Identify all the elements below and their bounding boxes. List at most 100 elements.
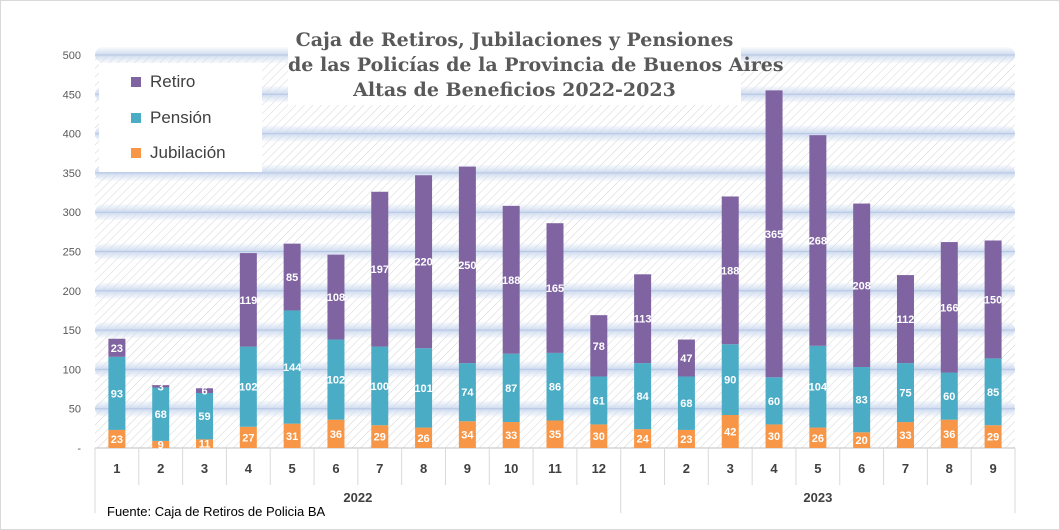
group-label: 2022 (343, 490, 372, 505)
legend-item-pension: Pensión (131, 108, 211, 128)
data-label: 112 (897, 314, 915, 326)
data-label: 68 (155, 409, 167, 421)
data-label: 31 (286, 431, 298, 443)
bar-segment-retiro (502, 205, 520, 354)
bar-segment-pensin (196, 392, 214, 440)
bar-segment-retiro (677, 339, 695, 377)
bar-segment-retiro (239, 253, 257, 347)
data-label: 268 (809, 235, 827, 247)
bar-segment-jubilacin (327, 419, 345, 448)
legend-label-retiro: Retiro (150, 72, 196, 91)
data-label: 23 (680, 434, 692, 446)
data-label: 27 (242, 432, 254, 444)
bar-segment-retiro (984, 240, 1002, 359)
data-label: 60 (943, 391, 955, 403)
x-tick-label: 6 (332, 461, 339, 476)
data-label: 24 (636, 434, 649, 446)
bar-segment-pensin (371, 346, 389, 426)
bar-segment-pensin (152, 387, 170, 441)
bar-segment-pensin (634, 363, 652, 430)
x-tick-label: 7 (376, 461, 383, 476)
bar-segment-jubilacin (590, 424, 608, 448)
y-tick-label: 150 (63, 325, 81, 337)
data-label: 90 (724, 375, 736, 387)
x-tick-label: 3 (727, 461, 734, 476)
data-label: 150 (984, 294, 1002, 306)
y-tick-label: 200 (63, 286, 81, 298)
data-label: 365 (765, 229, 783, 241)
data-label: 113 (634, 314, 652, 326)
chart-title: Caja de Retiros, Jubilaciones y Pensione… (288, 26, 784, 105)
bar-segment-jubilacin (152, 440, 170, 448)
x-tick-label: 7 (902, 461, 909, 476)
bar-segment-jubilacin (502, 422, 520, 448)
y-tick-label: 350 (63, 168, 81, 180)
y-tick-label: 50 (69, 404, 81, 416)
legend-item-retiro: Retiro (131, 72, 195, 92)
data-label: 9 (158, 439, 164, 451)
data-label: 83 (856, 395, 868, 407)
bar-segment-jubilacin (984, 425, 1002, 448)
data-label: 36 (943, 429, 955, 441)
bar-segment-retiro (196, 388, 214, 393)
y-tick-label: 500 (63, 50, 81, 62)
data-label: 33 (505, 430, 517, 442)
x-tick-label: 4 (245, 461, 253, 476)
chart-title-line-1: Caja de Retiros, Jubilaciones y Pensione… (295, 29, 734, 51)
bar-segment-pensin (896, 363, 914, 423)
x-tick-label: 5 (289, 461, 296, 476)
bar-segment-jubilacin (809, 427, 827, 448)
data-label: 85 (987, 387, 999, 399)
legend-item-jubilacion: Jubilación (131, 143, 226, 163)
bar-segment-pensin (458, 363, 476, 422)
data-label: 85 (286, 272, 298, 284)
bar-segment-pensin (809, 345, 827, 428)
bar-segment-retiro (721, 196, 739, 345)
bar-segment-jubilacin (853, 432, 871, 448)
data-label: 29 (374, 432, 386, 444)
bar-segment-jubilacin (458, 421, 476, 448)
data-label: 33 (899, 430, 911, 442)
x-tick-label: 2 (157, 461, 164, 476)
bar-segment-jubilacin (896, 422, 914, 448)
x-tick-label: 11 (548, 461, 562, 476)
bar-segment-pensin (721, 344, 739, 415)
legend-swatch-retiro (131, 77, 141, 87)
chart-title-line-3: Altas de Beneficios 2022-2023 (353, 79, 676, 101)
bar-segment-retiro (634, 274, 652, 364)
y-tick-label: 250 (63, 247, 81, 259)
bar-segment-retiro (327, 254, 345, 340)
data-label: 20 (856, 435, 868, 447)
bar-segment-pensin (677, 376, 695, 430)
bar-segment-retiro (546, 223, 564, 353)
data-label: 26 (812, 433, 824, 445)
legend-swatch-jubilacion (131, 148, 141, 158)
x-tick-label: 9 (464, 461, 471, 476)
x-tick-label: 8 (946, 461, 953, 476)
x-tick-label: 5 (814, 461, 821, 476)
bar-segment-pensin (415, 348, 433, 428)
bar-segment-pensin (327, 339, 345, 420)
bar-segment-jubilacin (677, 429, 695, 448)
data-label: 250 (458, 260, 476, 272)
data-label: 35 (549, 429, 561, 441)
data-label: 100 (371, 381, 389, 393)
bar-segment-jubilacin (546, 420, 564, 448)
x-tick-label: 2 (683, 461, 690, 476)
bar-segment-jubilacin (765, 424, 783, 448)
x-tick-label: 8 (420, 461, 427, 476)
bar-segment-retiro (853, 203, 871, 368)
legend-label-pension: Pensión (150, 108, 212, 127)
bar-segment-jubilacin (239, 426, 257, 448)
data-label: 42 (724, 426, 736, 438)
data-label: 104 (809, 382, 828, 394)
bar-segment-jubilacin (108, 429, 126, 448)
data-label: 84 (636, 391, 649, 403)
source-note: Fuente: Caja de Retiros de Policia BA (107, 504, 326, 519)
data-label: 34 (461, 430, 474, 442)
data-label: 61 (593, 395, 605, 407)
data-label: 165 (546, 283, 564, 295)
bar-segment-retiro (152, 385, 170, 388)
data-label: 208 (852, 280, 870, 292)
bar-segment-retiro (590, 315, 608, 377)
